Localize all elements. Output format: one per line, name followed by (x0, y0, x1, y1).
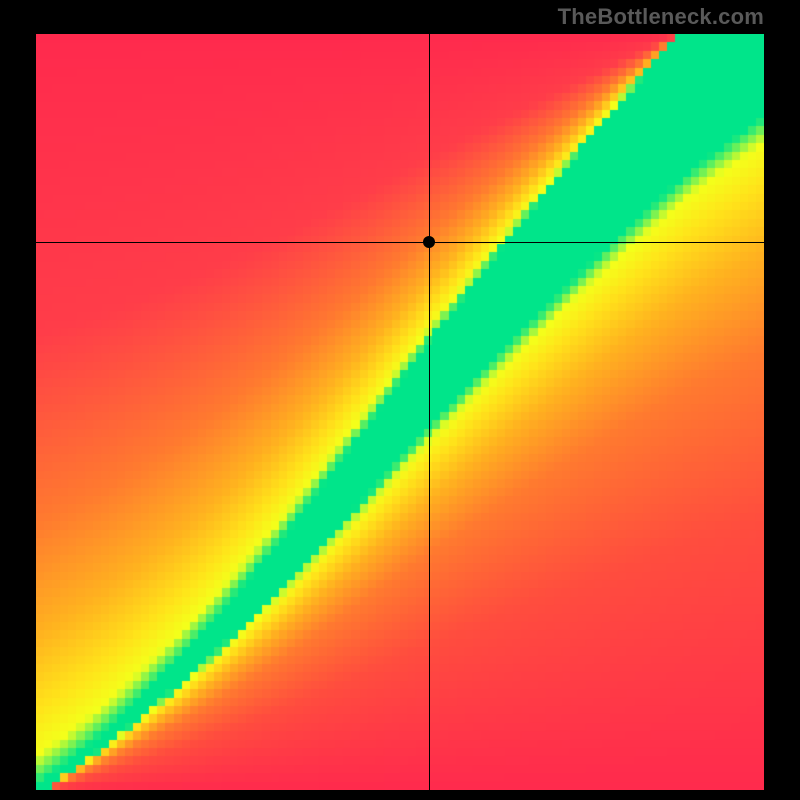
heatmap-canvas (36, 34, 764, 790)
watermark-text: TheBottleneck.com (558, 4, 764, 30)
frame: TheBottleneck.com (0, 0, 800, 800)
crosshair-marker (423, 236, 435, 248)
crosshair-horizontal (36, 242, 764, 243)
bottleneck-heatmap (36, 34, 764, 790)
crosshair-vertical (429, 34, 430, 790)
